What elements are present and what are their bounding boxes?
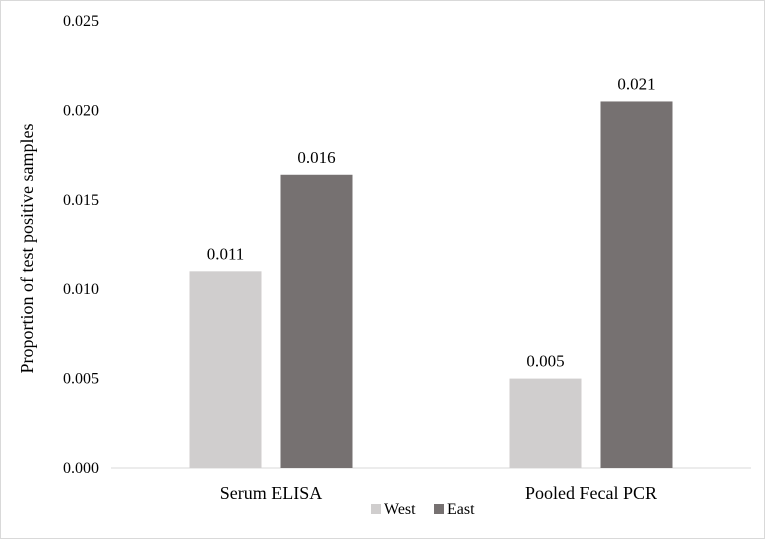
data-labels-group: 0.011 0.016 0.005 0.021 bbox=[207, 74, 656, 370]
y-axis-ticks: 0.000 0.005 0.010 0.015 0.020 0.025 bbox=[63, 13, 99, 477]
legend: West East bbox=[371, 501, 475, 518]
category-labels-group: Serum ELISA Pooled Fecal PCR bbox=[220, 483, 657, 503]
legend-swatch-east bbox=[434, 504, 444, 514]
data-label: 0.021 bbox=[617, 74, 655, 93]
y-tick-label: 0.010 bbox=[63, 281, 99, 298]
bar-west bbox=[189, 271, 262, 468]
legend-label-west: West bbox=[384, 501, 416, 518]
bars-group bbox=[189, 101, 673, 469]
y-tick-label: 0.015 bbox=[63, 192, 99, 209]
data-label: 0.016 bbox=[297, 148, 335, 167]
bar-east bbox=[600, 101, 673, 469]
data-label: 0.005 bbox=[526, 352, 564, 371]
y-tick-label: 0.000 bbox=[63, 460, 99, 477]
y-tick-label: 0.005 bbox=[63, 371, 99, 388]
y-tick-label: 0.020 bbox=[63, 102, 99, 119]
legend-label-east: East bbox=[447, 501, 475, 518]
y-tick-label: 0.025 bbox=[63, 13, 99, 30]
legend-swatch-west bbox=[371, 504, 381, 514]
category-label: Serum ELISA bbox=[220, 483, 323, 503]
y-axis-title: Proportion of test positive samples bbox=[17, 124, 37, 374]
category-label: Pooled Fecal PCR bbox=[525, 483, 657, 503]
bar-west bbox=[509, 378, 582, 468]
bar-east bbox=[280, 174, 353, 468]
data-label: 0.011 bbox=[207, 244, 245, 263]
